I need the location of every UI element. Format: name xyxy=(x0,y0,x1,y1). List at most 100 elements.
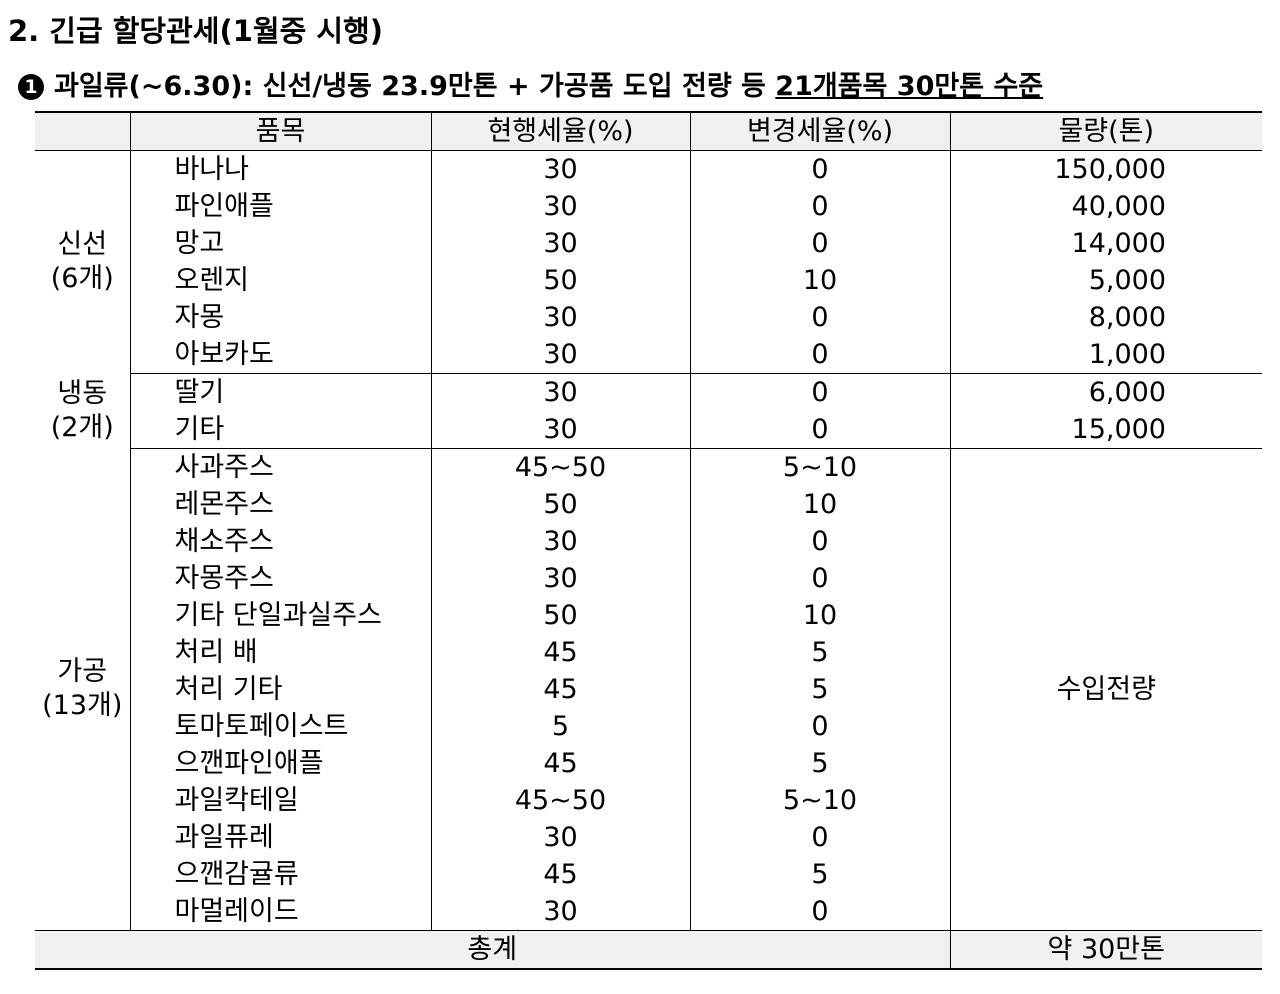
group-count: (6개) xyxy=(50,263,114,295)
quantity: 8,000 xyxy=(949,299,1262,336)
table-header-row: 품목 현행세율(%) 변경세율(%) 물량(톤) xyxy=(35,111,1262,151)
table-row: 오렌지 50 10 5,000 xyxy=(35,262,1262,299)
new-rate: 0 xyxy=(689,150,950,188)
item-name: 과일칵테일 xyxy=(129,782,431,819)
item-name: 오렌지 xyxy=(129,262,431,299)
new-rate: 5 xyxy=(689,634,950,671)
new-rate: 0 xyxy=(689,411,950,449)
new-rate: 10 xyxy=(689,262,950,299)
new-rate: 0 xyxy=(689,336,950,374)
item-name: 아보카도 xyxy=(129,336,431,374)
header-current-rate: 현행세율(%) xyxy=(430,111,690,151)
header-item: 품목 xyxy=(129,111,431,151)
current-rate: 30 xyxy=(430,819,690,856)
item-name: 으깬파인애플 xyxy=(129,745,431,782)
quantity: 14,000 xyxy=(949,225,1262,262)
group-count: (13개) xyxy=(42,690,123,722)
current-rate: 45 xyxy=(430,856,690,893)
item-name: 자몽주스 xyxy=(129,560,431,597)
item-name: 기타 단일과실주스 xyxy=(129,597,431,634)
tariff-table: 품목 현행세율(%) 변경세율(%) 물량(톤) 신선 (6개) 바나나 30 0 150… xyxy=(35,111,1262,970)
subsection-heading: 1 과일류(~6.30): 신선/냉동 23.9만톤 + 가공품 도입 전량 등 … xyxy=(18,64,1043,103)
table-row: 과일퓨레 30 0 xyxy=(35,819,1262,856)
item-name: 처리 배 xyxy=(129,634,431,671)
group-label: 가공 xyxy=(57,656,108,688)
new-rate: 0 xyxy=(689,373,950,411)
group-cell: 냉동 (2개) xyxy=(35,374,130,449)
table-row: 기타 30 0 15,000 xyxy=(35,411,1262,449)
table-row: 망고 30 0 14,000 xyxy=(35,225,1262,262)
quantity: 15,000 xyxy=(949,411,1262,449)
new-rate: 0 xyxy=(689,819,950,856)
current-rate: 30 xyxy=(430,411,690,449)
new-rate: 10 xyxy=(689,486,950,523)
new-rate: 0 xyxy=(689,893,950,931)
quantity: 5,000 xyxy=(949,262,1262,299)
current-rate: 30 xyxy=(430,150,690,188)
new-rate: 0 xyxy=(689,708,950,745)
table-row: 처리 배 45 5 xyxy=(35,634,1262,671)
numbered-bullet-icon: 1 xyxy=(18,74,44,100)
section-heading: 2. 긴급 할당관세(1월중 시행) xyxy=(8,14,383,48)
table-row: 가공 (13개) 사과주스 45~50 5~10 수입전량 xyxy=(35,448,1262,931)
current-rate: 30 xyxy=(430,225,690,262)
header-new-rate: 변경세율(%) xyxy=(689,111,950,151)
current-rate: 30 xyxy=(430,188,690,225)
new-rate: 0 xyxy=(689,560,950,597)
current-rate: 30 xyxy=(430,893,690,931)
current-rate: 30 xyxy=(430,523,690,560)
quantity: 6,000 xyxy=(949,373,1262,411)
table-row: 아보카도 30 0 1,000 xyxy=(35,336,1262,374)
quantity: 1,000 xyxy=(949,336,1262,374)
total-value: 약 30만톤 xyxy=(949,930,1262,970)
table-row: 신선 (6개) 바나나 30 0 150,000 xyxy=(35,150,1262,294)
item-name: 자몽 xyxy=(129,299,431,336)
item-name: 파인애플 xyxy=(129,188,431,225)
table-row: 기타 단일과실주스 50 10 xyxy=(35,597,1262,634)
item-name: 토마토페이스트 xyxy=(129,708,431,745)
new-rate: 5~10 xyxy=(689,782,950,819)
table-body: 신선 (6개) 바나나 30 0 150,000 파인애플 30 0 40,000 망고 30 0 14,… xyxy=(35,150,1262,931)
item-name: 사과주스 xyxy=(129,448,431,486)
current-rate: 5 xyxy=(430,708,690,745)
current-rate: 30 xyxy=(430,299,690,336)
item-name: 레몬주스 xyxy=(129,486,431,523)
new-rate: 0 xyxy=(689,523,950,560)
group-label: 냉동 xyxy=(57,378,108,409)
group-label: 신선 xyxy=(57,229,108,261)
new-rate: 5 xyxy=(689,671,950,708)
subheading-underlined: 21개품목 30만톤 수준 xyxy=(775,71,1044,102)
item-name: 망고 xyxy=(129,225,431,262)
table-row: 자몽 30 0 8,000 xyxy=(35,299,1262,336)
group-cell: 신선 (6개) xyxy=(35,151,130,374)
group-cell: 가공 (13개) xyxy=(35,449,130,931)
current-rate: 30 xyxy=(430,373,690,411)
header-group xyxy=(35,111,130,151)
current-rate: 30 xyxy=(430,560,690,597)
item-name: 바나나 xyxy=(129,150,431,188)
table-row: 파인애플 30 0 40,000 xyxy=(35,188,1262,225)
table-row: 자몽주스 30 0 xyxy=(35,560,1262,597)
total-row: 총계 약 30만톤 xyxy=(35,930,1262,970)
current-rate: 50 xyxy=(430,262,690,299)
current-rate: 45 xyxy=(430,745,690,782)
table-row: 과일칵테일 45~50 5~10 xyxy=(35,782,1262,819)
item-name: 으깬감귤류 xyxy=(129,856,431,893)
item-name: 딸기 xyxy=(129,373,431,411)
quantity: 150,000 xyxy=(949,150,1262,188)
new-rate: 5 xyxy=(689,745,950,782)
new-rate: 0 xyxy=(689,299,950,336)
item-name: 처리 기타 xyxy=(129,671,431,708)
table-row: 으깬파인애플 45 5 xyxy=(35,745,1262,782)
new-rate: 10 xyxy=(689,597,950,634)
current-rate: 45 xyxy=(430,671,690,708)
item-name: 채소주스 xyxy=(129,523,431,560)
table-row: 토마토페이스트 5 0 xyxy=(35,708,1262,745)
current-rate: 45 xyxy=(430,634,690,671)
new-rate: 0 xyxy=(689,188,950,225)
item-name: 과일퓨레 xyxy=(129,819,431,856)
quantity-merged: 수입전량 xyxy=(949,448,1262,931)
quantity: 40,000 xyxy=(949,188,1262,225)
table-row: 처리 기타 45 5 xyxy=(35,671,1262,708)
new-rate: 0 xyxy=(689,225,950,262)
